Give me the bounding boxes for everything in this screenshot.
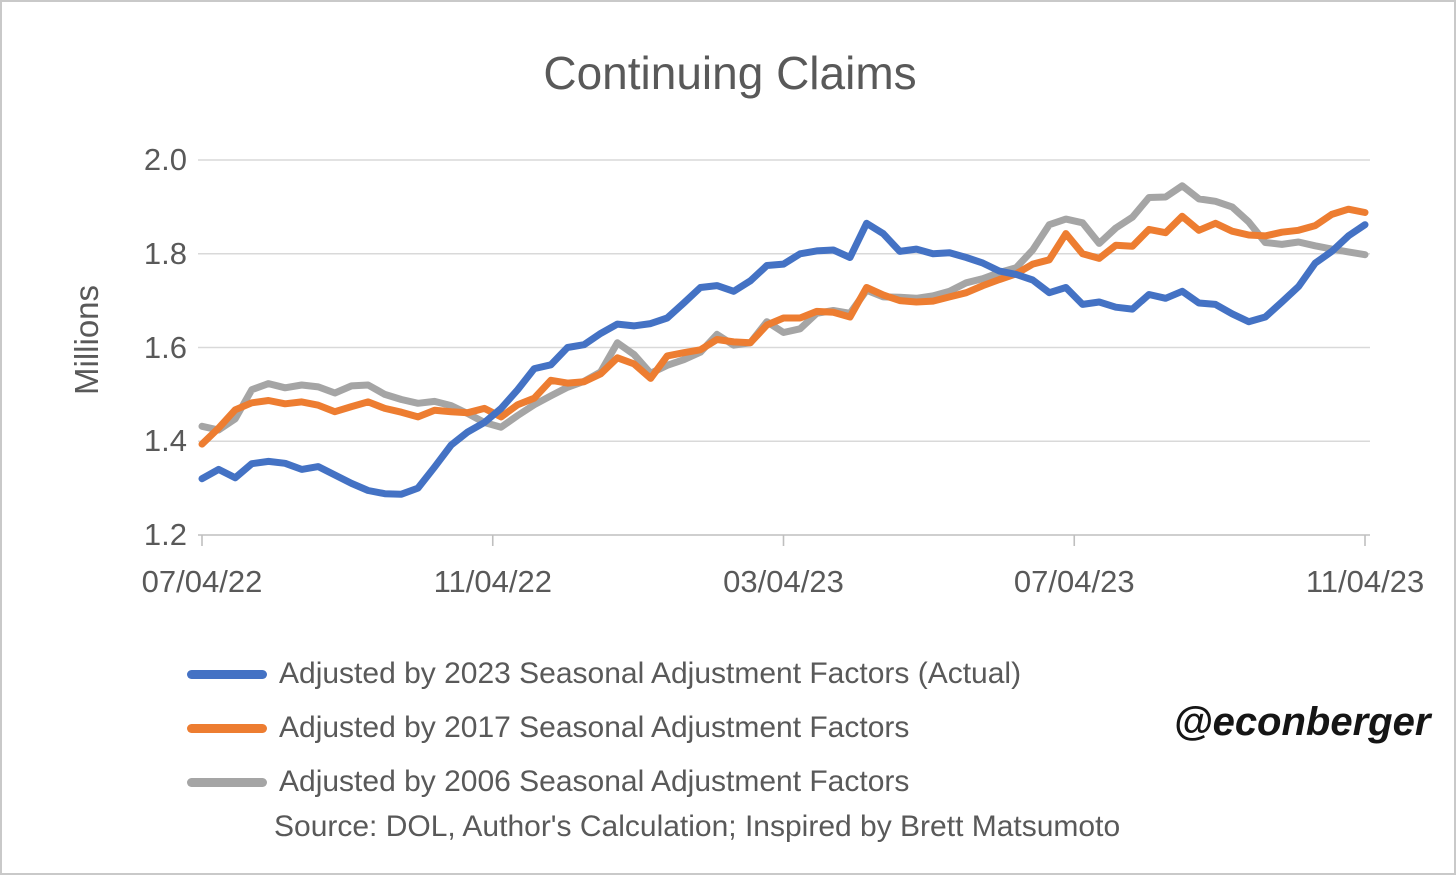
legend-row-1: Adjusted by 2017 Seasonal Adjustment Fac… [187, 701, 1021, 755]
x-axis-tick-label: 07/04/23 [1013, 564, 1135, 599]
source-note: Source: DOL, Author's Calculation; Inspi… [274, 810, 1121, 843]
legend-label: Adjusted by 2023 Seasonal Adjustment Fac… [279, 657, 1022, 690]
legend-swatch-icon [187, 669, 267, 679]
y-axis-tick-label: 1.6 [143, 329, 187, 365]
watermark: @econberger [1173, 700, 1431, 744]
x-axis-tick-label: 11/04/23 [1305, 564, 1425, 599]
y-axis-tick-label: 1.8 [143, 235, 187, 271]
legend-swatch-icon [187, 777, 267, 787]
y-axis-tick-label: 1.4 [143, 423, 187, 459]
y-axis-tick-label: 2.0 [143, 142, 187, 177]
series-line-2 [198, 182, 1369, 434]
chart-legend: Adjusted by 2023 Seasonal Adjustment Fac… [187, 647, 1021, 809]
x-axis-tick-label: 11/04/22 [433, 564, 552, 599]
y-axis-tick-label: 1.2 [143, 517, 187, 552]
legend-row-0: Adjusted by 2023 Seasonal Adjustment Fac… [187, 647, 1021, 701]
x-axis-tick-label: 03/04/23 [723, 564, 844, 599]
chart-title: Continuing Claims [543, 47, 917, 99]
legend-label: Adjusted by 2017 Seasonal Adjustment Fac… [279, 711, 910, 744]
legend-row-2: Adjusted by 2006 Seasonal Adjustment Fac… [187, 755, 1021, 809]
legend-swatch-icon [187, 723, 267, 733]
series-line-0 [198, 219, 1369, 498]
legend-label: Adjusted by 2006 Seasonal Adjustment Fac… [279, 765, 910, 798]
series-line-1 [198, 205, 1369, 448]
x-axis-tick-label: 07/04/22 [141, 564, 263, 599]
